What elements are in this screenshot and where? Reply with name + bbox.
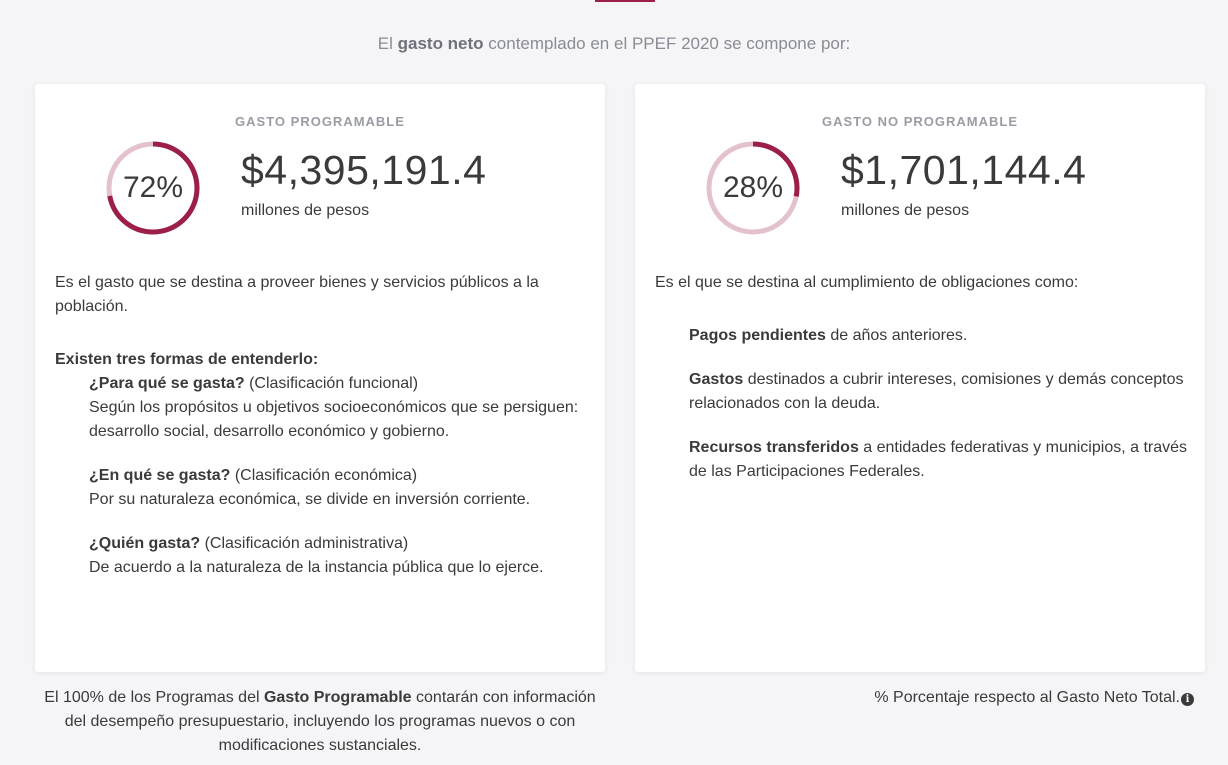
amount-value: $4,395,191.4 <box>241 147 487 193</box>
form-item: ¿Quién gasta? (Clasificación administrat… <box>89 532 595 580</box>
donut-percent: 28% <box>722 171 784 204</box>
obligation-text: a entidades federativas y municipios, a … <box>689 439 1188 480</box>
form-item: ¿Para qué se gasta? (Clasificación funci… <box>89 372 595 444</box>
donut-chart-no-programable: 28% <box>703 138 803 238</box>
form-question: ¿En qué se gasta? <box>89 467 231 484</box>
footer-left-bold: Gasto Programable <box>263 689 412 706</box>
form-text: Por su naturaleza económica, se divide e… <box>89 491 531 508</box>
form-classification: (Clasificación administrativa) <box>200 535 409 552</box>
intro-suffix: contemplado en el PPEF 2020 se compone p… <box>483 34 851 53</box>
obligation-bold: Recursos transferidos <box>689 439 859 456</box>
card-description: Es el que se destina al cumplimiento de … <box>655 274 1079 291</box>
obligation-item: Pagos pendientes de años anteriores. <box>689 324 1189 348</box>
obligation-text: destinados a cubrir intereses, comisione… <box>689 371 1184 412</box>
obligation-text: de años anteriores. <box>825 327 968 344</box>
amount-unit: millones de pesos <box>241 202 370 219</box>
donut-chart-programable: 72% <box>103 138 203 238</box>
obligation-item: Recursos transferidos a entidades federa… <box>689 436 1189 484</box>
donut-arc <box>106 141 200 235</box>
top-accent-bar <box>595 0 655 2</box>
form-text: De acuerdo a la naturaleza de la instanc… <box>89 559 544 576</box>
card-label: GASTO PROGRAMABLE <box>235 114 405 129</box>
form-item: ¿En qué se gasta? (Clasificación económi… <box>89 464 595 512</box>
obligation-bold: Pagos pendientes <box>689 327 826 344</box>
intro-bold: gasto neto <box>397 34 484 53</box>
obligation-item: Gastos destinados a cubrir intereses, co… <box>689 368 1189 416</box>
footer-left-prefix: El 100% de los Programas del <box>44 689 264 706</box>
card-gasto-no-programable: GASTO NO PROGRAMABLE 28% $1,701,144.4 mi… <box>635 84 1205 672</box>
forms-section: Existen tres formas de entenderlo: ¿Para… <box>55 348 595 600</box>
form-question: ¿Quién gasta? <box>89 535 201 552</box>
intro-prefix: El <box>377 34 398 53</box>
form-question: ¿Para qué se gasta? <box>89 375 245 392</box>
footer-left-suffix: contarán con información del desempeño p… <box>64 689 596 754</box>
card-label: GASTO NO PROGRAMABLE <box>822 114 1018 129</box>
info-circle-icon[interactable]: i <box>1181 693 1194 706</box>
intro-text: El gasto neto contemplado en el PPEF 202… <box>0 34 1228 54</box>
form-classification: (Clasificación económica) <box>230 467 418 484</box>
donut-arc <box>706 141 800 235</box>
card-description: Es el gasto que se destina a proveer bie… <box>55 274 539 315</box>
amount-unit: millones de pesos <box>841 202 970 219</box>
forms-title: Existen tres formas de entenderlo: <box>55 351 319 368</box>
form-text: Según los propósitos u objetivos socioec… <box>89 399 579 440</box>
form-classification: (Clasificación funcional) <box>244 375 419 392</box>
footer-percent-note: % Porcentaje respecto al Gasto Neto Tota… <box>874 686 1194 710</box>
footer-programs-note: El 100% de los Programas del Gasto Progr… <box>35 686 605 758</box>
card-gasto-programable: GASTO PROGRAMABLE 72% $4,395,191.4 millo… <box>35 84 605 672</box>
amount-value: $1,701,144.4 <box>841 147 1087 193</box>
obligation-bold: Gastos <box>689 371 744 388</box>
donut-percent: 72% <box>122 171 184 204</box>
footer-right-text: % Porcentaje respecto al Gasto Neto Tota… <box>874 689 1180 706</box>
